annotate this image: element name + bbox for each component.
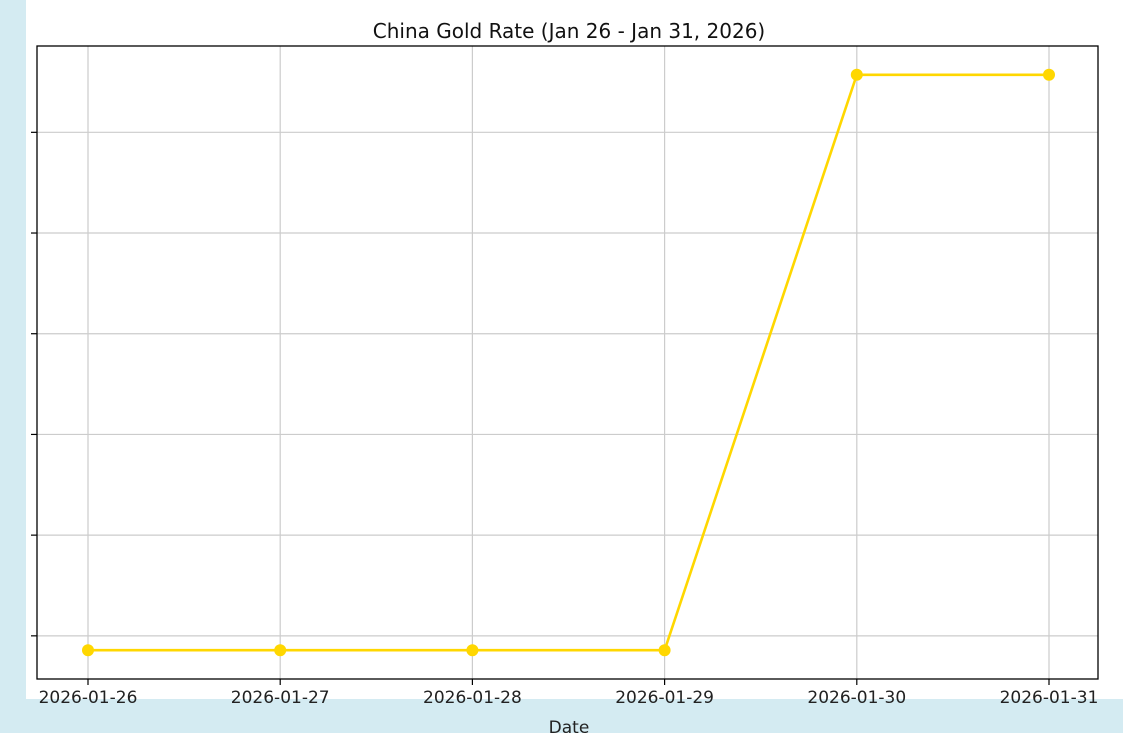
bottom-background-strip [0, 699, 1123, 733]
data-point [466, 644, 479, 657]
x-tick-label: 2026-01-30 [807, 688, 906, 708]
axis-ticks: 2026-01-26 2026-01-27 2026-01-28 2026-01-29… [31, 131, 1099, 708]
plot-area-border [36, 45, 1099, 680]
data-point [82, 644, 94, 657]
x-tick-label: 2026-01-31 [1000, 688, 1099, 708]
data-point [850, 68, 863, 81]
data-point [658, 644, 671, 657]
series-line [88, 73, 1049, 652]
grid-lines [37, 46, 1098, 679]
data-point [274, 644, 287, 657]
chart-title: China Gold Rate (Jan 26 - Jan 31, 2026) [373, 19, 765, 43]
data-point [1043, 68, 1055, 81]
x-tick-label: 2026-01-28 [423, 688, 522, 708]
x-axis-title: Date [549, 718, 590, 733]
x-tick-label: 2026-01-29 [615, 688, 714, 708]
x-tick-label: 2026-01-26 [39, 688, 138, 708]
x-tick-label: 2026-01-27 [231, 688, 330, 708]
left-background-strip [0, 0, 26, 733]
series-layer [82, 68, 1055, 657]
